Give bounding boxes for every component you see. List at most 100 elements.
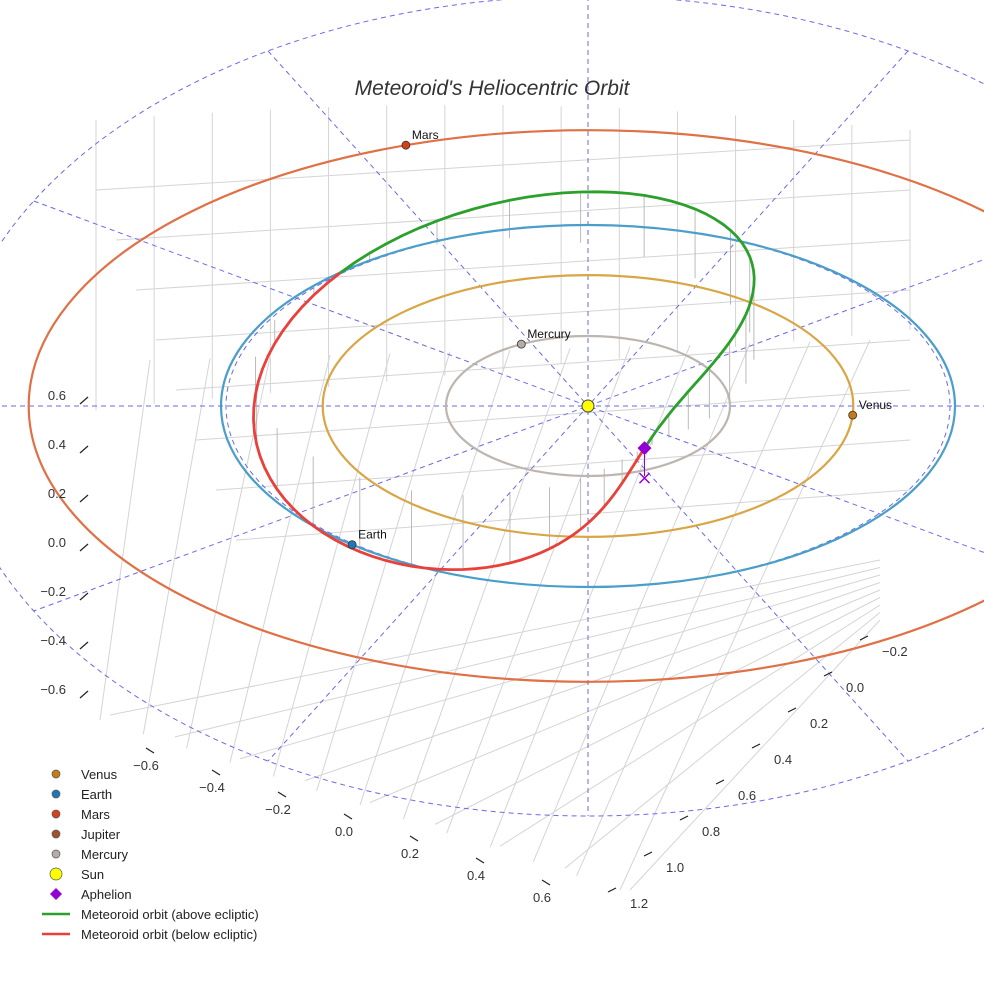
y-tick-label: −0.2 — [882, 644, 908, 659]
axis-ticks: −0.6 −0.4 −0.2 0.0 0.2 0.4 0.6 −0.6 −0.4 −0.2 0.0 0… — [40, 388, 907, 911]
x-tick-label: −0.4 — [199, 780, 225, 795]
legend-item-meteoroid-orbit-above-ecliptic: Meteoroid orbit (above ecliptic) — [81, 907, 259, 922]
z-tick-label: 0.0 — [48, 535, 66, 550]
x-tick-label: −0.6 — [133, 758, 159, 773]
legend-item-aphelion-swatch — [50, 888, 62, 900]
floor-grid-line — [239, 574, 881, 760]
floor-grid-line — [99, 359, 151, 721]
y-tick-label: 0.2 — [810, 716, 828, 731]
floor-grid-line — [109, 559, 881, 716]
z-tick-label: 0.2 — [48, 486, 66, 501]
y-tick-label: 1.2 — [630, 896, 648, 911]
floor-grid-line — [359, 349, 511, 806]
floor-grid-line — [186, 356, 271, 749]
planet-label-mercury: Mercury — [527, 327, 570, 341]
back-grid-line — [215, 439, 911, 491]
legend-item-jupiter: Jupiter — [81, 827, 121, 842]
y-tick-mark — [823, 671, 833, 677]
legend-item-mercury-swatch — [51, 849, 61, 859]
floor-grid-line — [434, 597, 881, 825]
floor-grid-line — [576, 341, 811, 877]
z-tick-mark — [79, 445, 89, 454]
back-grid-line — [135, 239, 911, 291]
y-tick-label: 0.6 — [738, 788, 756, 803]
floor-grid-line — [229, 354, 331, 763]
z-tick-mark — [79, 543, 89, 552]
planet-marker-earth — [347, 540, 357, 550]
sun-marker — [581, 399, 595, 413]
floor-grid-line — [619, 339, 871, 891]
orbit-venus — [321, 274, 855, 538]
x-tick-label: 0.2 — [401, 846, 419, 861]
y-tick-mark — [607, 887, 617, 893]
x-tick-mark — [277, 791, 287, 798]
floor-grid-line — [446, 346, 631, 834]
floor-grid-line — [174, 567, 881, 738]
floor-grid-line — [402, 348, 571, 820]
floor-grid-line — [564, 612, 881, 869]
planet-label-mars: Mars — [412, 128, 439, 142]
x-tick-mark — [475, 857, 485, 864]
y-tick-mark — [715, 779, 725, 785]
legend-item-venus: Venus — [81, 767, 118, 782]
orbit-earth — [219, 223, 957, 589]
back-grid-line — [115, 189, 911, 241]
y-tick-mark — [643, 851, 653, 857]
legend-item-mars: Mars — [81, 807, 110, 822]
chart-title: Meteoroid's Heliocentric Orbit — [355, 77, 631, 100]
meteoroid-orbit — [252, 190, 756, 572]
planet-marker-mars — [401, 140, 411, 150]
z-tick-label: −0.2 — [40, 584, 66, 599]
legend-item-mercury: Mercury — [81, 847, 128, 862]
x-tick-mark — [145, 747, 155, 754]
legend-item-meteoroid-orbit-below-ecliptic: Meteoroid orbit (below ecliptic) — [81, 927, 257, 942]
legend: Venus Earth Mars Jupiter Mercury Sun Aphelion M… — [42, 767, 259, 942]
floor-grid-line — [532, 343, 751, 862]
x-tick-mark — [343, 813, 353, 820]
legend-item-jupiter-swatch — [51, 829, 61, 839]
x-tick-label: 0.0 — [335, 824, 353, 839]
reference-lines — [0, 0, 984, 817]
legend-item-aphelion: Aphelion — [81, 887, 132, 902]
z-tick-mark — [79, 641, 89, 650]
legend-item-earth-swatch — [51, 789, 61, 799]
legend-item-earth: Earth — [81, 787, 112, 802]
back-grid-line — [95, 139, 911, 191]
planet-marker-venus — [848, 410, 858, 420]
orbit-mercury — [444, 334, 732, 478]
reference-circle — [0, 0, 984, 817]
z-tick-mark — [79, 494, 89, 503]
legend-item-mars-swatch — [51, 809, 61, 819]
z-tick-label: 0.6 — [48, 388, 66, 403]
y-tick-label: 0.8 — [702, 824, 720, 839]
y-tick-label: 0.4 — [774, 752, 792, 767]
legend-item-sun-swatch — [49, 867, 63, 881]
floor-grid-line — [316, 351, 451, 791]
floor-grid-line — [489, 344, 691, 848]
planet-label-venus: Venus — [859, 398, 892, 412]
y-tick-label: 1.0 — [666, 860, 684, 875]
y-tick-mark — [859, 635, 869, 641]
z-tick-mark — [79, 592, 89, 601]
reference-radial-line — [33, 200, 984, 553]
meteoroid-orbit-below — [252, 271, 646, 572]
floor-grid-line — [272, 353, 391, 777]
x-tick-mark — [541, 879, 551, 886]
orbit-mars — [27, 129, 984, 683]
planet-markers: Venus Earth Mars Mercury — [347, 128, 892, 550]
floor-grid-line — [142, 358, 211, 735]
z-tick-mark — [79, 396, 89, 405]
planet-orbits — [27, 129, 984, 683]
floor-grid-line — [499, 604, 881, 847]
legend-item-venus-swatch — [51, 769, 61, 779]
reference-radial-line — [33, 259, 984, 612]
meteoroid-orbit-above — [339, 190, 756, 449]
z-tick-label: −0.4 — [40, 633, 66, 648]
z-tick-label: −0.6 — [40, 682, 66, 697]
planet-label-earth: Earth — [358, 528, 387, 542]
planet-marker-mercury — [516, 339, 526, 349]
y-tick-mark — [751, 743, 761, 749]
z-tick-label: 0.4 — [48, 437, 66, 452]
y-tick-mark — [679, 815, 689, 821]
